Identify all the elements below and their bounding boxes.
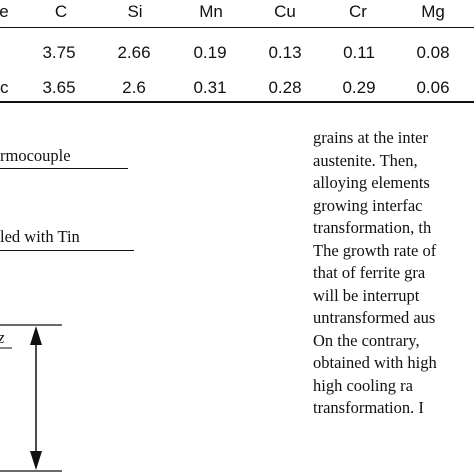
text-line: grains at the inter (313, 128, 429, 147)
label-underline (0, 168, 128, 169)
table-cell: 2.66 (117, 43, 151, 62)
table-cell: 0.11 (343, 43, 375, 62)
header-cell: Mn (199, 2, 223, 21)
text-line: that of ferrite gra (313, 263, 426, 282)
table-cell: 3.75 (42, 43, 76, 62)
table-cell: 0.28 (268, 78, 302, 97)
dimension-arrow (0, 324, 62, 472)
figure-diagram: rmocouple led with Tin z (0, 103, 290, 474)
composition-table: e C Si Mn Cu Cr Mg 3.75 2.66 0.19 0.13 0… (0, 0, 474, 103)
text-line: untransformed aus (313, 308, 436, 327)
table-cell: 3.65 (42, 78, 76, 97)
text-line: transformation, th (313, 218, 432, 237)
text-line: will be interrupt (313, 285, 420, 305)
table-cell: 0.06 (416, 78, 450, 97)
tin-label: led with Tin (0, 227, 80, 246)
text-line: On the contrary, (313, 330, 420, 350)
text-line: alloying elements (313, 173, 430, 192)
table-cell: 0.31 (193, 78, 227, 97)
table-cell: 0.08 (416, 43, 450, 62)
table-cell: 0.19 (193, 43, 227, 62)
header-cell: Cu (274, 2, 296, 21)
thermocouple-label: rmocouple (0, 146, 71, 165)
text-line: obtained with high (313, 353, 437, 372)
table-cell: 0.29 (342, 78, 376, 97)
text-line: high cooling ra (313, 375, 413, 395)
header-cell: Cr (349, 2, 367, 21)
text-line: transformation. I (313, 398, 424, 417)
dimension-label: z (0, 329, 4, 347)
header-cell: Mg (421, 2, 445, 21)
text-line: growing interfac (313, 195, 423, 215)
body-text-column: grains at the inter austenite. Then, all… (313, 127, 474, 420)
label-underline (0, 250, 134, 251)
row-label: c (0, 78, 9, 97)
header-cell: Si (127, 2, 143, 21)
table-rule (0, 27, 474, 28)
table-cell: 2.6 (122, 78, 146, 97)
table-rule (0, 101, 474, 103)
header-cell: e (0, 2, 9, 21)
text-line: The growth rate of (313, 240, 437, 260)
header-cell: C (54, 2, 68, 21)
text-line: austenite. Then, (313, 150, 418, 170)
table-cell: 0.13 (268, 43, 302, 62)
